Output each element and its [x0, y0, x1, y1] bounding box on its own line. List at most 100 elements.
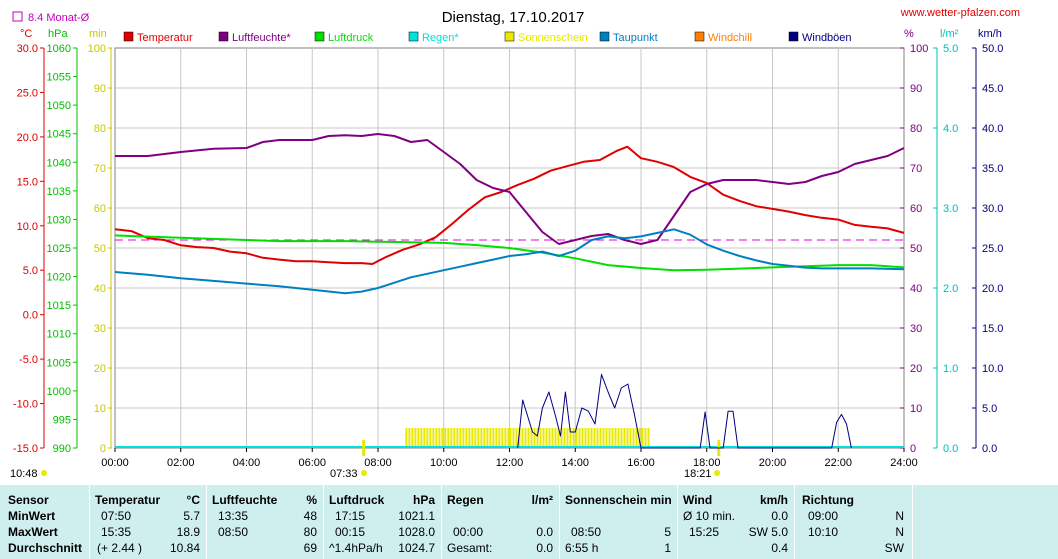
wind-tick-label: 45.0 — [982, 83, 1003, 95]
rain-tick-label: 1.0 — [943, 363, 958, 375]
temp-tick-label: -5.0 — [19, 354, 38, 366]
rain-total-value: 0.0 — [536, 541, 553, 555]
press-max-time: 00:15 — [335, 525, 366, 539]
sunshine-bar — [509, 428, 512, 448]
temp-avg-value: 10.84 — [169, 541, 200, 555]
series-layer — [114, 133, 905, 456]
wind-max-value: SW 5.0 — [748, 525, 788, 539]
temp-tick-label: -15.0 — [13, 443, 38, 455]
row-label-avg: Durchschnitt — [8, 541, 83, 555]
legend-label-3: Regen* — [422, 32, 459, 44]
sunshine-bar — [501, 428, 504, 448]
time-tick-label: 20:00 — [759, 457, 787, 469]
temp-tick-label: 15.0 — [17, 176, 38, 188]
wind-tick-label: 50.0 — [982, 43, 1003, 55]
temp-tick-label: 25.0 — [17, 87, 38, 99]
stats-col-temp: Temperatur °C 07:50 5.7 15:35 18.9 (+ 2.… — [89, 485, 207, 559]
press-trend: ^1.4hPa/h — [329, 541, 383, 555]
sunset-label: 18:21 — [684, 468, 712, 480]
sunshine-bar — [450, 428, 453, 448]
sunshine-bar — [447, 428, 450, 448]
humidity-tick-label: 0 — [910, 443, 916, 455]
hdr-sensor: Sensor — [8, 493, 49, 507]
stats-col-wind: Wind km/h Ø 10 min. 0.0 15:25 SW 5.0 0.4 — [677, 485, 795, 559]
rain-tick-label: 4.0 — [943, 123, 958, 135]
sunshine-bar — [459, 428, 462, 448]
sunshine-bar — [489, 428, 492, 448]
sunshine-bar — [533, 428, 536, 448]
sunshine-bar — [483, 428, 486, 448]
temp-min-time: 07:50 — [101, 509, 132, 523]
wind-avg-label: Ø 10 min. — [683, 509, 736, 523]
sunshine-bar — [414, 428, 417, 448]
sunshine-bar — [560, 428, 563, 448]
sunshine-bar — [462, 428, 465, 448]
press-min-time: 17:15 — [335, 509, 366, 523]
hdr-pressure-unit: hPa — [412, 493, 435, 507]
sunshine-bar — [632, 428, 635, 448]
pressure-tick-label: 1055 — [47, 72, 71, 84]
sunshine-bar — [530, 428, 533, 448]
sunshine-bar — [641, 428, 644, 448]
hum-max-value: 80 — [303, 525, 317, 539]
axes: 30.0 25.0 20.0 15.0 10.0 5.0 0.0 -5.0 -10.0 -15.0… — [13, 43, 1004, 469]
sun-avg-value: 1 — [664, 541, 671, 555]
wind-avg-value: 0.4 — [771, 541, 788, 555]
wind-tick-label: 30.0 — [982, 203, 1003, 215]
rain-tick-label: 0.0 — [943, 443, 958, 455]
temp-tick-label: 20.0 — [17, 132, 38, 144]
legend: Temperatur Luftfeuchte* Luftdruck Regen* Son… — [123, 31, 852, 44]
humidity-tick-label: 70 — [910, 163, 922, 175]
hdr-temp-unit: °C — [186, 493, 200, 507]
temp-avg-delta: (+ 2.44 ) — [97, 541, 143, 555]
sunshine-bar — [444, 428, 447, 448]
rain-tick-label: 5.0 — [943, 43, 958, 55]
pressure-tick-label: 1030 — [47, 214, 71, 226]
sunshine-bar — [596, 428, 599, 448]
wind-tick-label: 25.0 — [982, 243, 1003, 255]
sunshine-tick-label: 90 — [94, 83, 106, 95]
sunshine-tick-label: 20 — [94, 363, 106, 375]
wind-tick-label: 10.0 — [982, 363, 1003, 375]
pressure-tick-label: 995 — [53, 414, 71, 426]
sunshine-bar — [423, 428, 426, 448]
dir-avg-value: SW — [884, 541, 904, 555]
pressure-tick-label: 1040 — [47, 157, 71, 169]
series-line-2 — [114, 234, 905, 272]
monthly-avg-label: 8.4 Monat-Ø — [28, 12, 90, 24]
legend-label-6: Windchill — [708, 32, 752, 44]
press-avg-value: 1024.7 — [398, 541, 435, 555]
sunshine-bar — [542, 428, 545, 448]
wind-tick-label: 15.0 — [982, 323, 1003, 335]
sunshine-bar — [581, 428, 584, 448]
stats-col-direction: Richtung 09:00 N 10:10 N SW — [794, 485, 913, 559]
pressure-tick-label: 1060 — [47, 43, 71, 55]
wind-tick-label: 5.0 — [982, 403, 997, 415]
rain-tick-label: 2.0 — [943, 283, 958, 295]
stats-col-rain: Regen l/m² 00:00 0.0 Gesamt: 0.0 — [441, 485, 560, 559]
sunshine-bar — [432, 428, 435, 448]
legend-swatch-0 — [123, 31, 134, 42]
hdr-wind: Wind — [683, 493, 713, 507]
sunshine-bar — [647, 428, 650, 448]
sun-total-hours: 6:55 h — [565, 541, 599, 555]
sunshine-bar — [599, 428, 602, 448]
legend-swatch-1 — [218, 31, 229, 42]
time-tick-label: 24:00 — [890, 457, 918, 469]
hdr-humidity: Luftfeuchte — [212, 493, 278, 507]
wind-max-time: 15:25 — [689, 525, 720, 539]
humidity-tick-label: 20 — [910, 363, 922, 375]
sunshine-bar — [611, 428, 614, 448]
hdr-rain-unit: l/m² — [531, 493, 553, 507]
stats-col-humidity: Luftfeuchte % 13:35 48 08:50 80 69 — [206, 485, 324, 559]
sunshine-bar — [644, 428, 647, 448]
sunshine-bar — [480, 428, 483, 448]
legend-swatch-2 — [314, 31, 325, 42]
hum-min-value: 48 — [303, 509, 317, 523]
time-tick-label: 16:00 — [627, 457, 655, 469]
row-label-min: MinWert — [8, 509, 56, 523]
sunshine-bar — [620, 428, 623, 448]
sunshine-tick-label: 100 — [88, 43, 106, 55]
sunshine-bar — [602, 428, 605, 448]
sunshine-bar — [614, 428, 617, 448]
